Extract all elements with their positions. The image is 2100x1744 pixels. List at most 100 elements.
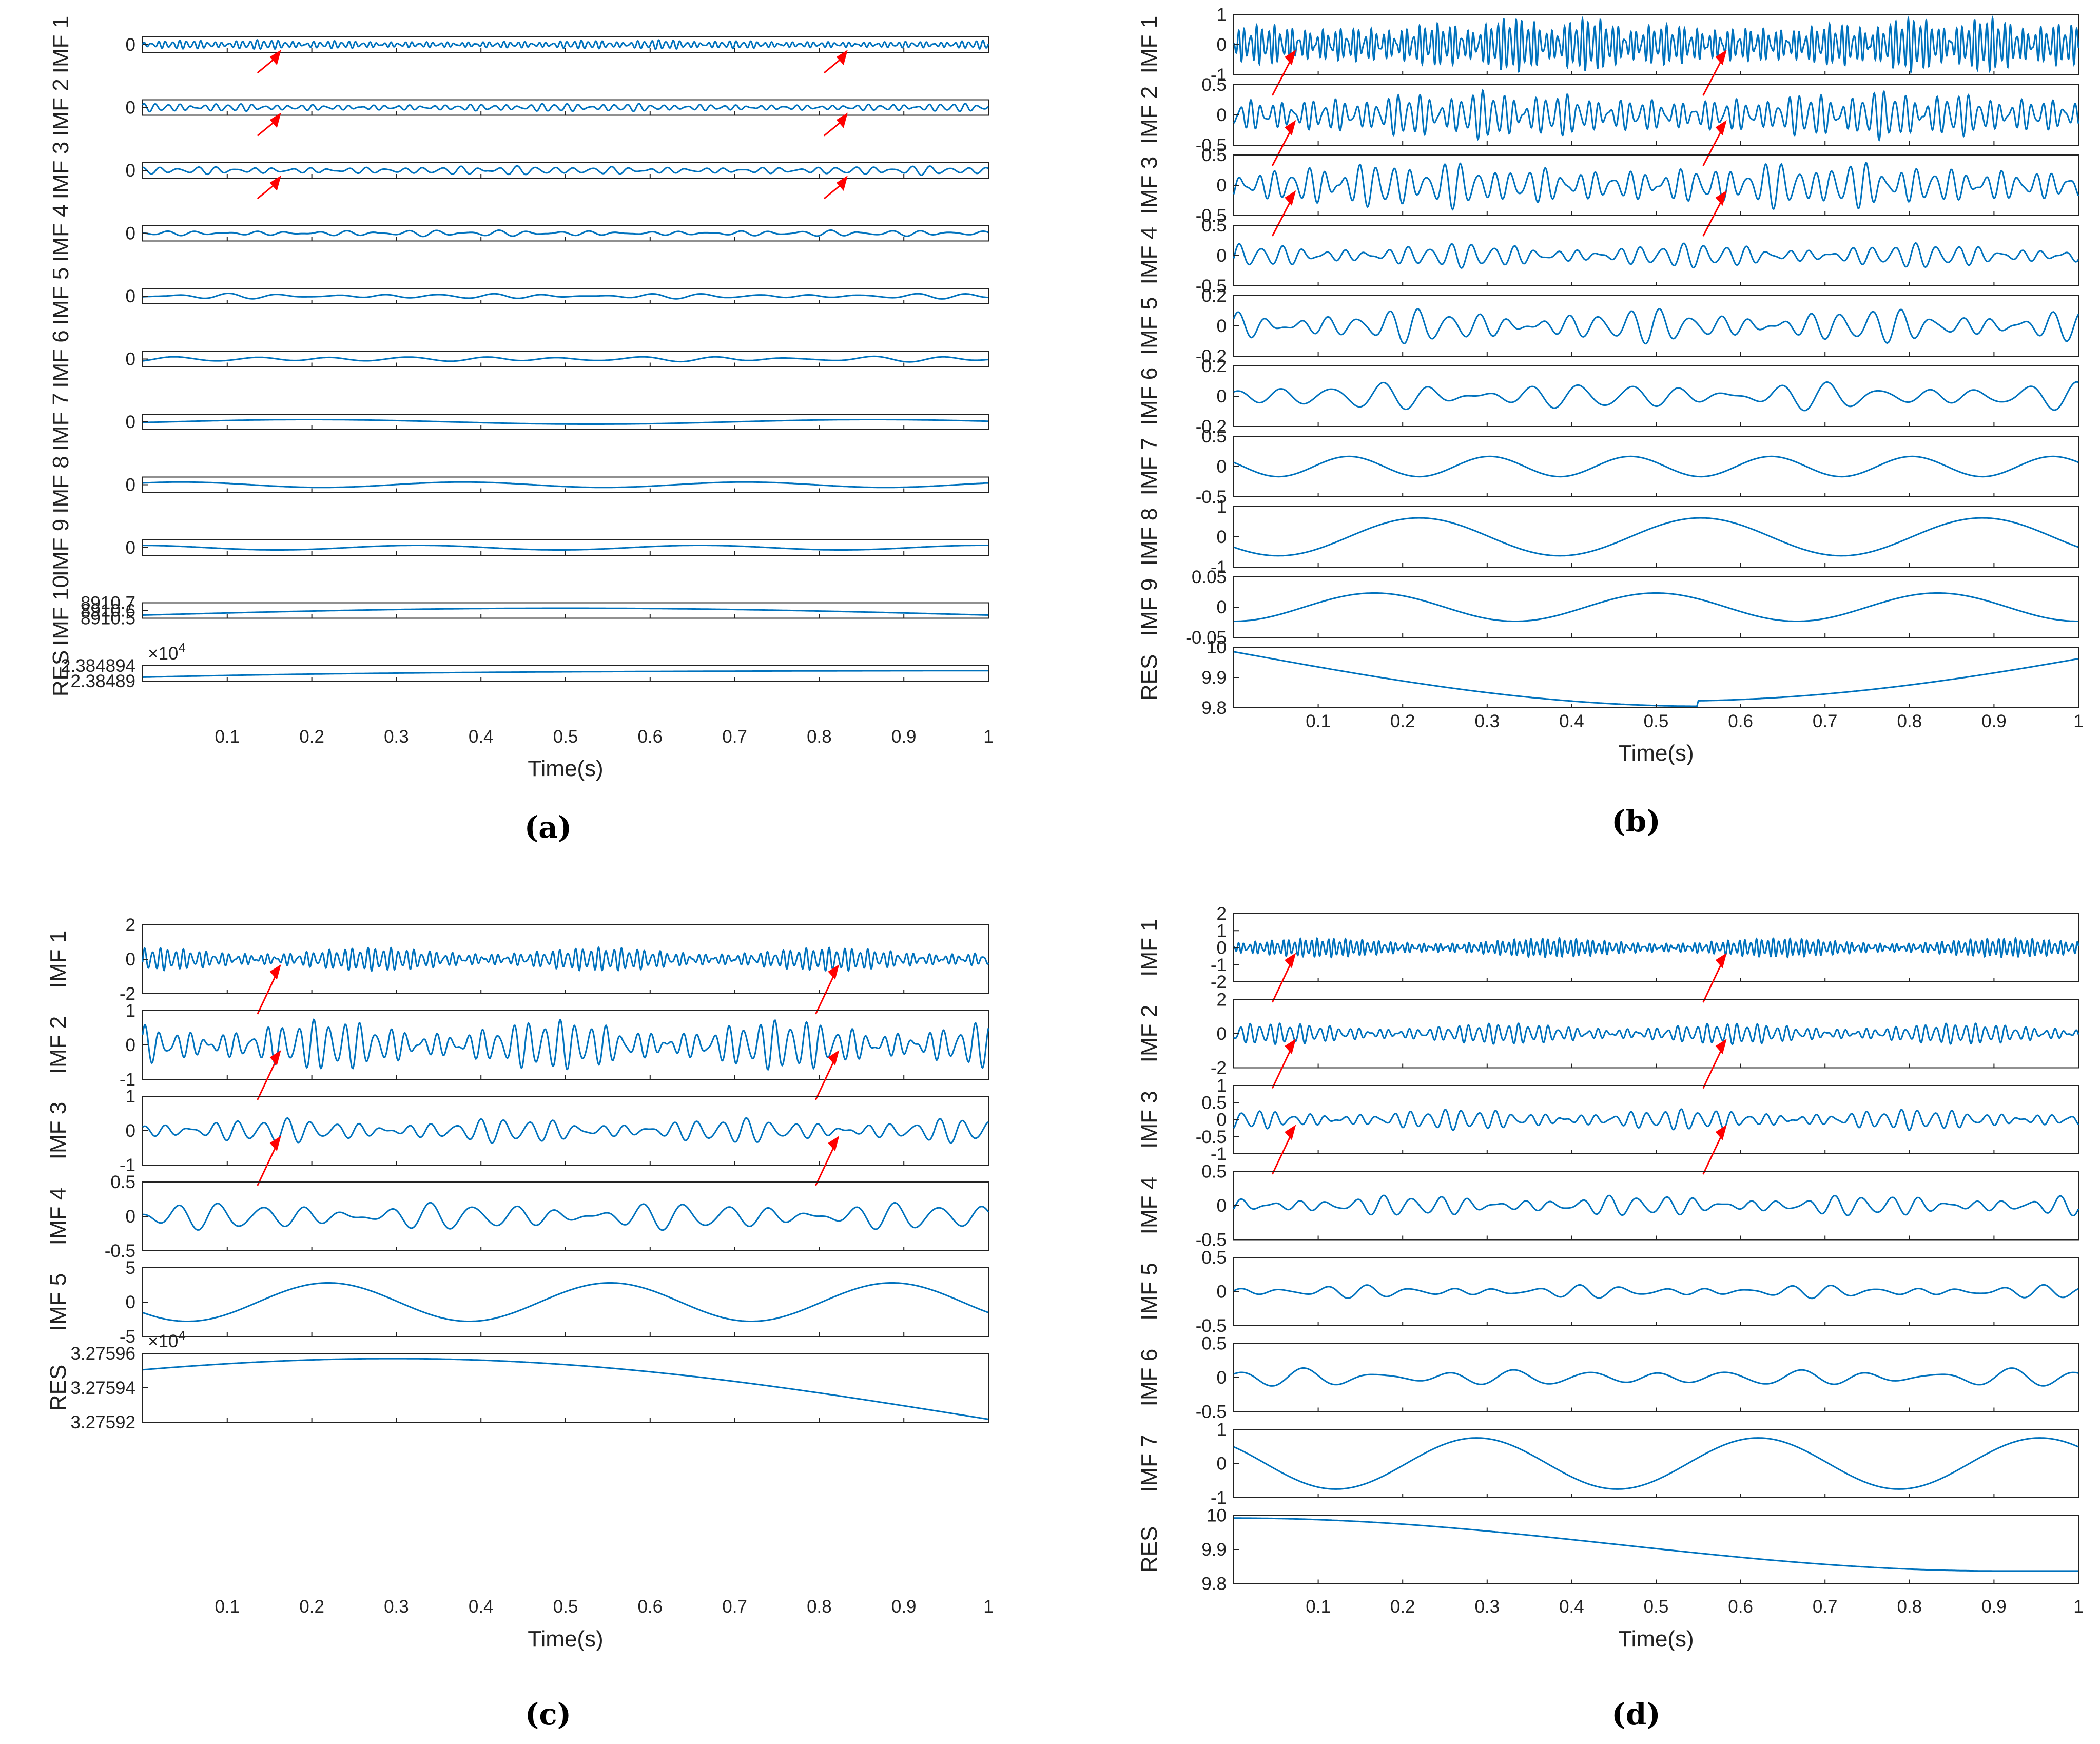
- red-arrow-head: [1715, 120, 1727, 135]
- x-tick-label: 0.9: [891, 727, 917, 747]
- y-tick-label: 0: [1217, 1454, 1227, 1474]
- y-tick-label: 0: [126, 35, 135, 55]
- y-tick-label: 1: [126, 1087, 135, 1107]
- red-arrow-head: [1715, 50, 1727, 65]
- y-tick-label: 0.05: [1192, 567, 1227, 587]
- y-tick-label: -0.5: [1196, 1402, 1227, 1422]
- y-tick-label: 0: [1217, 938, 1227, 958]
- red-arrow-head: [836, 50, 848, 65]
- x-tick-label: 0.2: [299, 1597, 324, 1617]
- y-tick-label: 8910.6: [81, 601, 135, 621]
- y-tick-label: 0: [126, 1035, 135, 1055]
- x-tick-label: 1: [983, 1597, 993, 1617]
- y-tick-label: 9.9: [1201, 1540, 1227, 1560]
- y-axis-label: RES: [1137, 654, 1162, 701]
- y-tick-label: -1: [1211, 557, 1227, 577]
- y-tick-label: -0.5: [105, 1241, 135, 1261]
- x-tick-label: 0.8: [807, 727, 832, 747]
- y-tick-label: 0: [126, 949, 135, 970]
- y-tick-label: 0: [1217, 527, 1227, 547]
- red-arrow-head: [1285, 1125, 1296, 1140]
- series-line: [1234, 592, 2078, 622]
- subfigure-caption: (a): [524, 810, 572, 845]
- y-axis-label: IMF 7: [1137, 1435, 1162, 1492]
- axis-exponent: ×104: [148, 1328, 186, 1351]
- red-arrow-head: [269, 1050, 281, 1065]
- series-line: [1233, 937, 2079, 959]
- y-tick-label: 3.27592: [70, 1412, 135, 1432]
- series-line: [142, 39, 989, 50]
- y-tick-label: 1: [1217, 497, 1227, 517]
- x-tick-label: 0.9: [1981, 1597, 2007, 1617]
- y-tick-label: 2: [126, 915, 135, 935]
- red-arrow-head: [1285, 1039, 1296, 1054]
- x-axis-label: Time(s): [1618, 1626, 1694, 1652]
- y-tick-label: 0: [1217, 1024, 1227, 1044]
- y-axis-label: IMF 6: [1137, 1349, 1162, 1406]
- x-tick-label: 0.4: [469, 727, 494, 747]
- red-arrow-head: [269, 176, 281, 191]
- series-line: [142, 1202, 989, 1231]
- x-tick-label: 0.8: [807, 1597, 832, 1617]
- y-tick-label: 3.27596: [70, 1344, 135, 1364]
- y-tick-label: 0: [126, 161, 135, 181]
- x-tick-label: 0.1: [215, 1597, 240, 1617]
- series-line: [1234, 1517, 2078, 1572]
- red-arrow-head: [1715, 190, 1727, 206]
- y-tick-label: 1: [1217, 5, 1227, 25]
- series-line: [1233, 381, 2079, 412]
- y-tick-label: -0.5: [1196, 206, 1227, 226]
- y-tick-label: -0.5: [1196, 1230, 1227, 1250]
- y-tick-label: 0: [1217, 316, 1227, 336]
- series-line: [142, 229, 989, 238]
- series-line: [142, 1018, 989, 1071]
- red-arrow-head: [1285, 50, 1296, 65]
- axis-exponent: ×104: [148, 640, 186, 664]
- y-axis-label: IMF 6: [1137, 367, 1162, 425]
- red-arrow-head: [836, 112, 848, 128]
- y-axis-label: IMF 9: [48, 519, 73, 576]
- y-tick-label: 1: [1217, 1076, 1227, 1096]
- y-tick-label: 0: [126, 224, 135, 244]
- y-axis-label: IMF 4: [1137, 1177, 1162, 1234]
- red-arrow-head: [1715, 1125, 1727, 1140]
- x-tick-label: 0.4: [1559, 711, 1584, 731]
- y-tick-label: 0: [1217, 176, 1227, 196]
- y-axis-label: IMF 1: [48, 16, 73, 73]
- series-line: [1233, 1194, 2079, 1216]
- x-tick-label: 0.5: [553, 1597, 578, 1617]
- y-tick-label: -0.5: [1196, 1127, 1227, 1147]
- red-arrow-head: [828, 964, 840, 980]
- y-tick-label: 2: [1217, 904, 1227, 924]
- red-arrow: [815, 970, 837, 1015]
- x-tick-label: 0.6: [637, 1597, 663, 1617]
- red-arrow: [1702, 196, 1725, 237]
- y-axis-label: IMF 2: [48, 79, 73, 136]
- red-arrow: [1702, 1130, 1725, 1175]
- series-line: [1233, 15, 2079, 75]
- red-arrow: [1271, 126, 1294, 166]
- y-tick-label: 0: [126, 1292, 135, 1312]
- x-axis-label: Time(s): [1618, 741, 1694, 766]
- red-arrow-head: [1715, 1039, 1727, 1054]
- red-arrow-head: [828, 1136, 840, 1151]
- y-axis-label: IMF 4: [1137, 227, 1162, 284]
- series-line: [142, 1117, 989, 1144]
- x-tick-label: 0.6: [1728, 711, 1753, 731]
- y-tick-label: -1: [1211, 1144, 1227, 1164]
- y-axis-label: IMF 2: [1137, 86, 1162, 144]
- red-arrow-head: [828, 1050, 840, 1065]
- red-arrow: [1271, 958, 1294, 1003]
- y-tick-label: -0.5: [1196, 1316, 1227, 1336]
- red-arrow: [815, 1141, 837, 1186]
- y-tick-label: -0.5: [1196, 487, 1227, 507]
- y-axis-label: IMF 2: [46, 1016, 71, 1074]
- y-tick-label: 9.8: [1201, 1574, 1227, 1594]
- y-axis-label: IMF 4: [48, 204, 73, 262]
- y-axis-label: IMF 7: [48, 393, 73, 451]
- y-tick-label: 0: [126, 1207, 135, 1227]
- x-tick-label: 0.1: [1306, 711, 1331, 731]
- red-arrow: [257, 1056, 279, 1100]
- series-line: [142, 165, 989, 176]
